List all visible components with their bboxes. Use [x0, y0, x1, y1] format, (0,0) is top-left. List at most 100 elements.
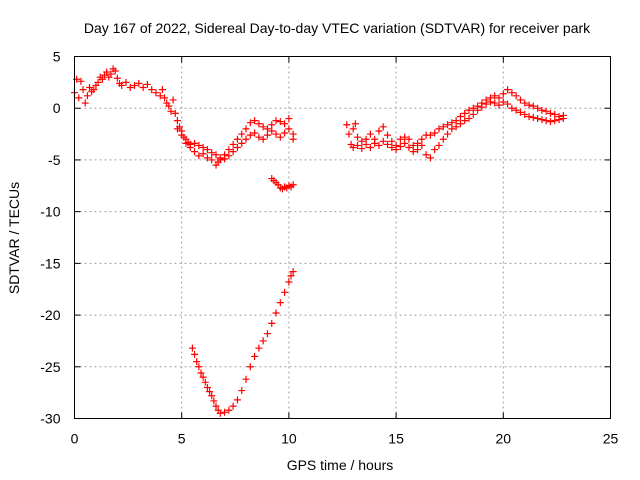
- data-point: [418, 135, 426, 143]
- data-point: [426, 154, 434, 162]
- data-point: [173, 125, 181, 133]
- data-point: [482, 100, 490, 108]
- data-point: [255, 120, 263, 128]
- data-point: [208, 149, 216, 157]
- data-point: [139, 84, 147, 92]
- grid: [74, 56, 611, 419]
- data-point: [79, 86, 87, 94]
- data-point: [379, 137, 387, 145]
- x-tick-label: 20: [496, 431, 512, 447]
- data-points: [71, 65, 567, 417]
- data-point: [251, 352, 259, 360]
- data-point: [113, 74, 121, 82]
- data-point: [555, 116, 563, 124]
- data-point: [225, 406, 233, 414]
- data-point: [195, 152, 203, 160]
- data-point: [208, 392, 216, 400]
- data-point: [529, 114, 537, 122]
- data-point: [276, 118, 284, 126]
- data-point: [171, 109, 179, 117]
- data-point: [75, 94, 83, 102]
- data-point: [195, 141, 203, 149]
- data-point: [238, 387, 246, 395]
- data-point: [233, 396, 241, 404]
- data-point: [287, 272, 295, 280]
- data-point: [229, 402, 237, 410]
- data-point: [268, 319, 276, 327]
- data-point: [191, 148, 199, 156]
- data-point: [201, 378, 209, 386]
- data-point: [444, 130, 452, 138]
- data-point: [444, 121, 452, 129]
- data-point: [439, 135, 447, 143]
- data-point: [405, 135, 413, 143]
- data-point: [158, 86, 166, 94]
- x-tick-label: 5: [178, 431, 186, 447]
- x-tick-label: 10: [281, 431, 297, 447]
- data-point: [199, 150, 207, 158]
- data-point: [384, 131, 392, 139]
- data-point: [173, 117, 181, 125]
- data-point: [156, 92, 164, 100]
- data-point: [534, 115, 542, 123]
- data-point: [165, 102, 173, 110]
- data-point: [508, 104, 516, 112]
- data-point: [486, 98, 494, 106]
- data-point: [263, 125, 271, 133]
- data-point: [409, 141, 417, 149]
- data-point: [268, 121, 276, 129]
- data-point: [388, 137, 396, 145]
- data-point: [546, 109, 554, 117]
- data-point: [456, 112, 464, 120]
- data-point: [199, 144, 207, 152]
- data-point: [414, 139, 422, 147]
- data-point: [229, 148, 237, 156]
- data-point: [362, 140, 370, 148]
- data-point: [405, 144, 413, 152]
- data-point: [559, 115, 567, 123]
- y-axis-tick-labels: 5 0 -5 -10 -15 -20 -25 -30: [40, 49, 60, 427]
- data-point: [375, 141, 383, 149]
- data-point: [233, 135, 241, 143]
- data-point: [272, 117, 280, 125]
- data-point: [452, 123, 460, 131]
- data-point: [392, 146, 400, 154]
- data-point: [259, 123, 267, 131]
- y-tick-label: -5: [48, 152, 61, 168]
- data-point: [167, 107, 175, 115]
- data-point: [152, 89, 160, 97]
- data-point: [111, 67, 119, 75]
- data-point: [135, 79, 143, 87]
- data-point: [551, 110, 559, 118]
- data-point: [546, 118, 554, 126]
- data-point: [212, 402, 220, 410]
- data-point: [452, 117, 460, 125]
- data-point: [448, 119, 456, 127]
- data-point: [285, 115, 293, 123]
- data-point: [521, 99, 529, 107]
- data-point: [358, 137, 366, 145]
- data-point: [246, 131, 254, 139]
- data-point: [182, 139, 190, 147]
- data-point: [343, 121, 351, 129]
- data-point: [285, 278, 293, 286]
- data-point: [401, 139, 409, 147]
- data-point: [366, 144, 374, 152]
- data-point: [263, 131, 271, 139]
- data-point: [212, 151, 220, 159]
- data-point: [90, 86, 98, 94]
- data-point: [289, 135, 297, 143]
- data-point: [469, 110, 477, 118]
- data-point: [358, 145, 366, 153]
- axis-ticks: [74, 56, 611, 419]
- data-point: [255, 344, 263, 352]
- data-point: [435, 125, 443, 133]
- data-point: [212, 161, 220, 169]
- data-point: [161, 94, 169, 102]
- data-point: [504, 100, 512, 108]
- data-point: [276, 133, 284, 141]
- data-point: [210, 397, 218, 405]
- data-point: [225, 152, 233, 160]
- data-point: [178, 131, 186, 139]
- data-point: [448, 125, 456, 133]
